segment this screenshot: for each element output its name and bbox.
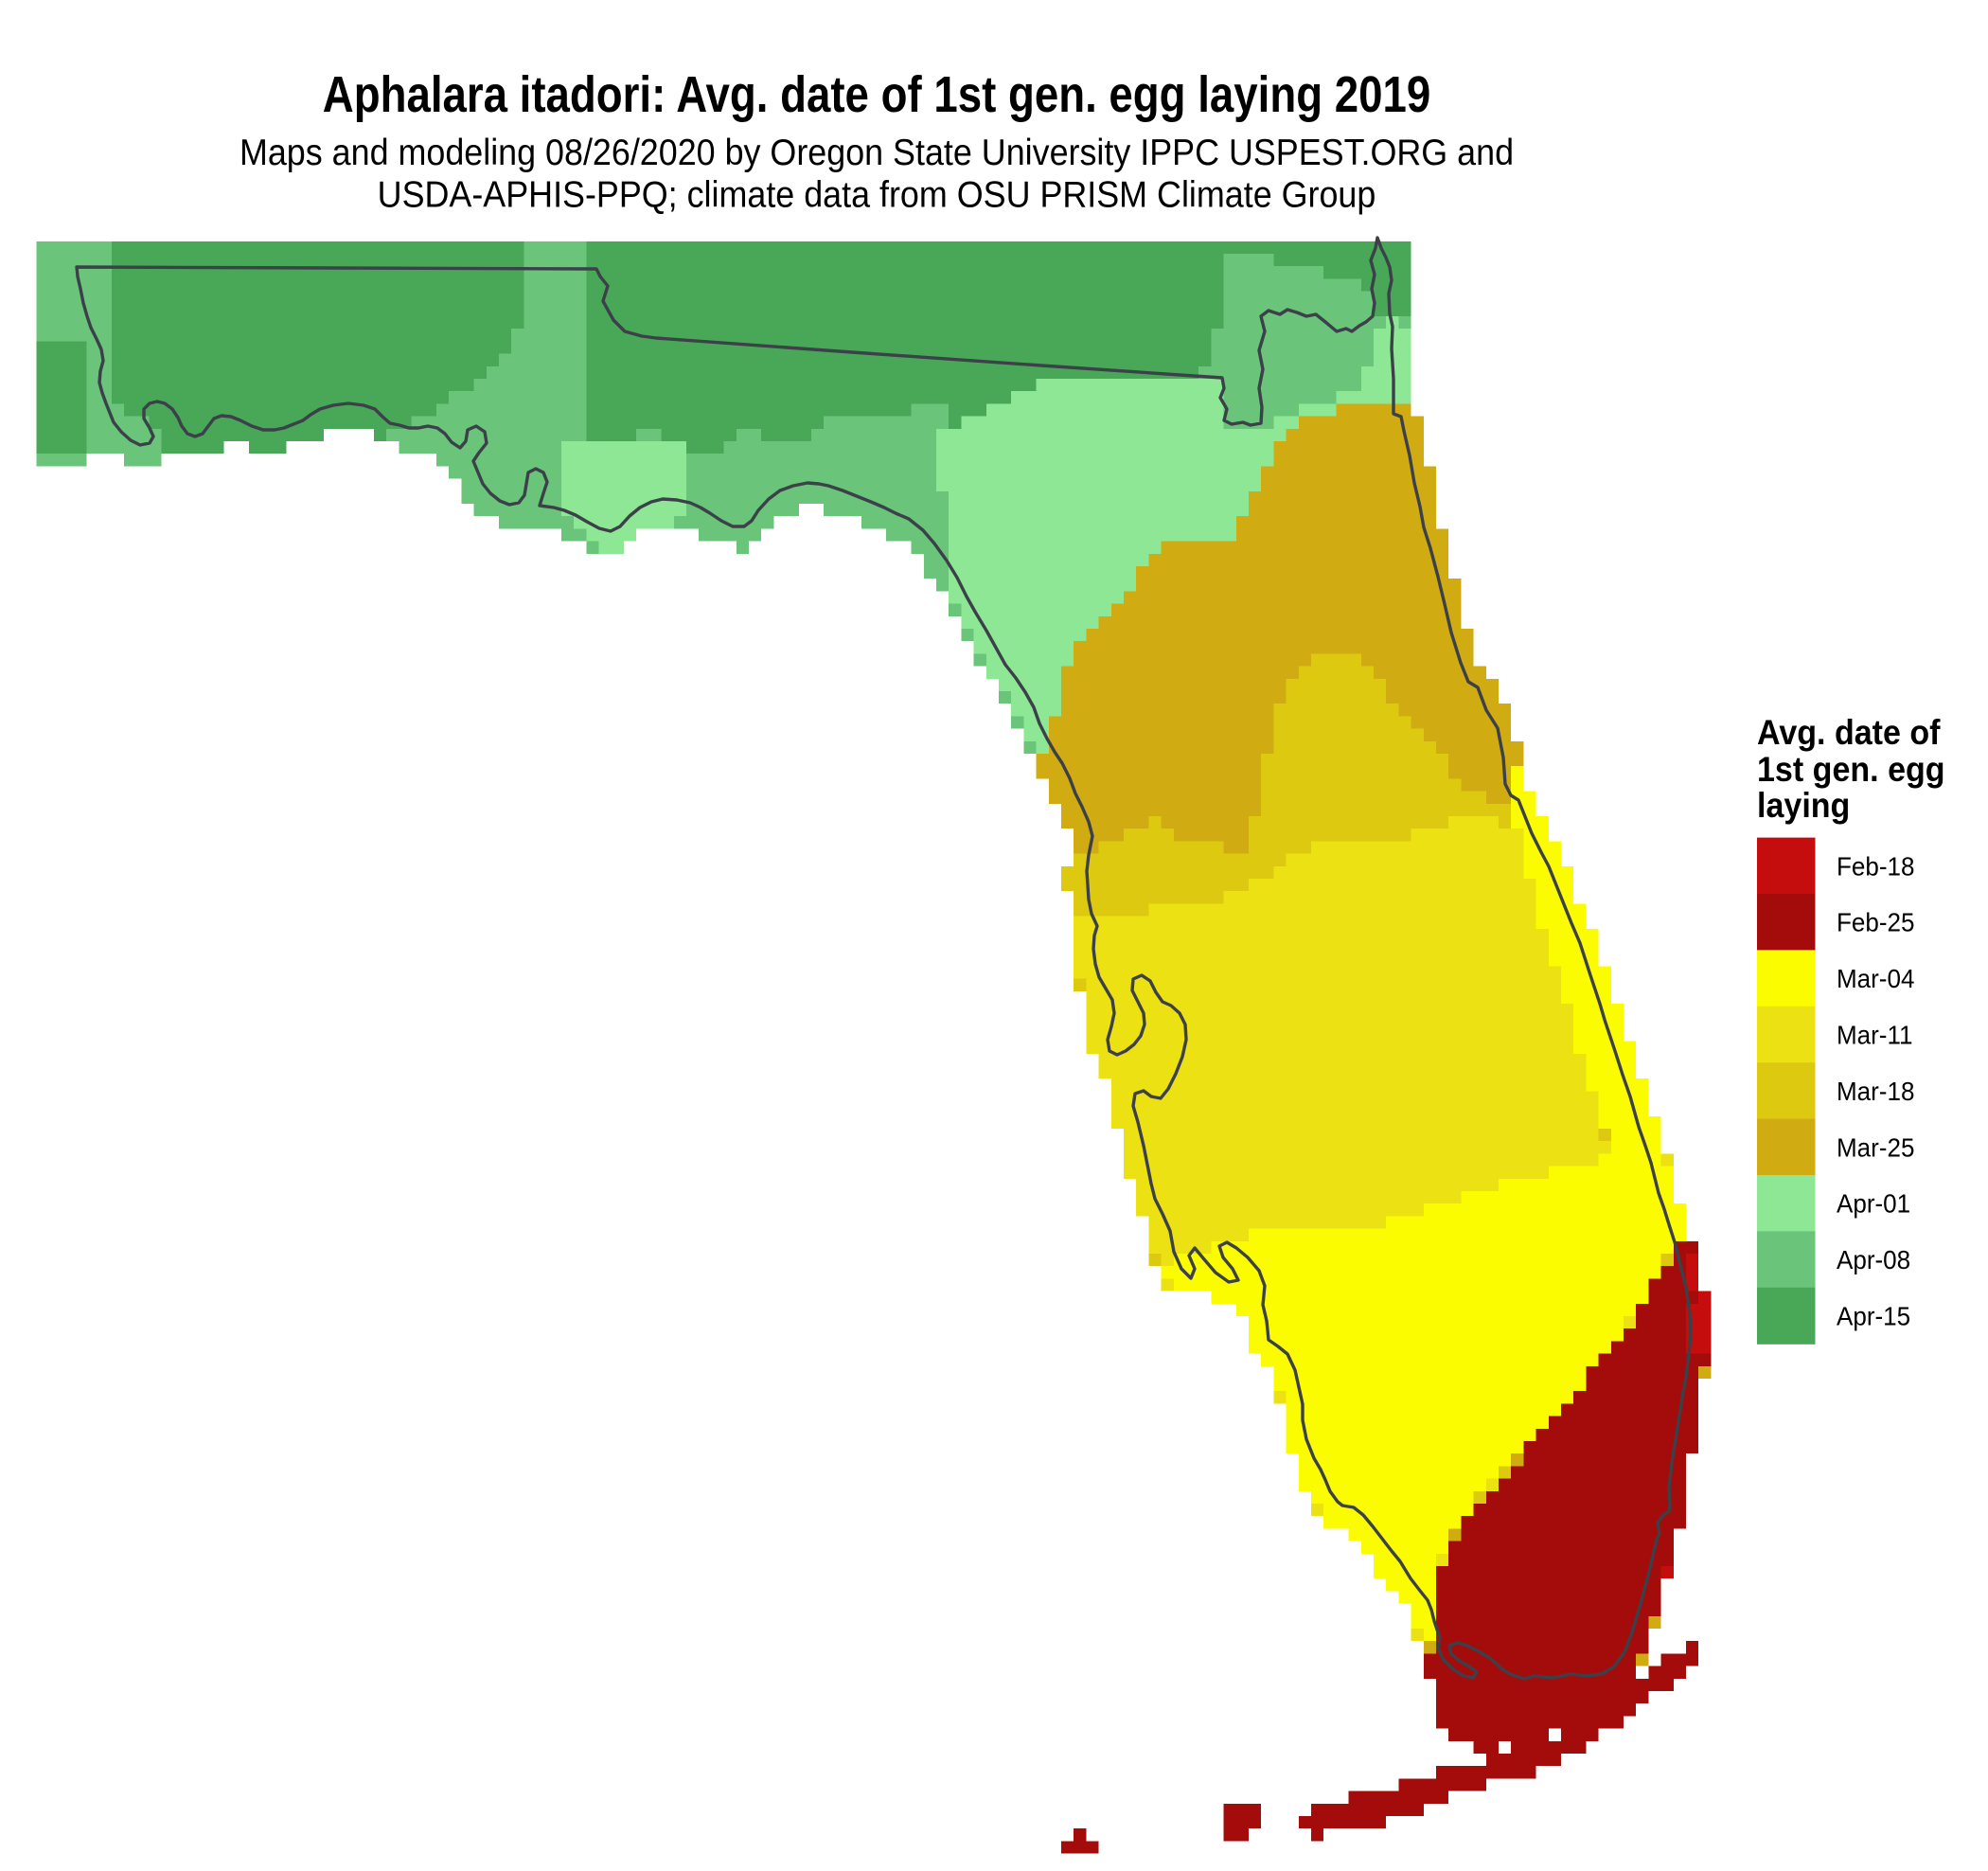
svg-text:USDA-APHIS-PPQ; climate data f: USDA-APHIS-PPQ; climate data from OSU PR…	[378, 173, 1376, 215]
svg-text:1st gen. egg: 1st gen. egg	[1757, 750, 1945, 790]
svg-text:Apr-15: Apr-15	[1837, 1302, 1910, 1331]
svg-text:Mar-04: Mar-04	[1837, 964, 1914, 993]
svg-text:laying: laying	[1757, 786, 1850, 826]
svg-text:Mar-11: Mar-11	[1837, 1021, 1912, 1050]
svg-text:Mar-18: Mar-18	[1837, 1077, 1914, 1106]
svg-text:Feb-25: Feb-25	[1837, 908, 1914, 937]
svg-text:Apr-01: Apr-01	[1837, 1189, 1910, 1219]
svg-text:Aphalara itadori: Avg. date of: Aphalara itadori: Avg. date of 1st gen. …	[323, 65, 1430, 122]
svg-text:Apr-08: Apr-08	[1837, 1245, 1910, 1274]
svg-text:Feb-18: Feb-18	[1837, 851, 1914, 881]
svg-text:Maps and modeling 08/26/2020 b: Maps and modeling 08/26/2020 by Oregon S…	[240, 132, 1514, 173]
svg-text:Mar-25: Mar-25	[1837, 1132, 1914, 1162]
svg-text:Avg. date of: Avg. date of	[1757, 713, 1941, 753]
